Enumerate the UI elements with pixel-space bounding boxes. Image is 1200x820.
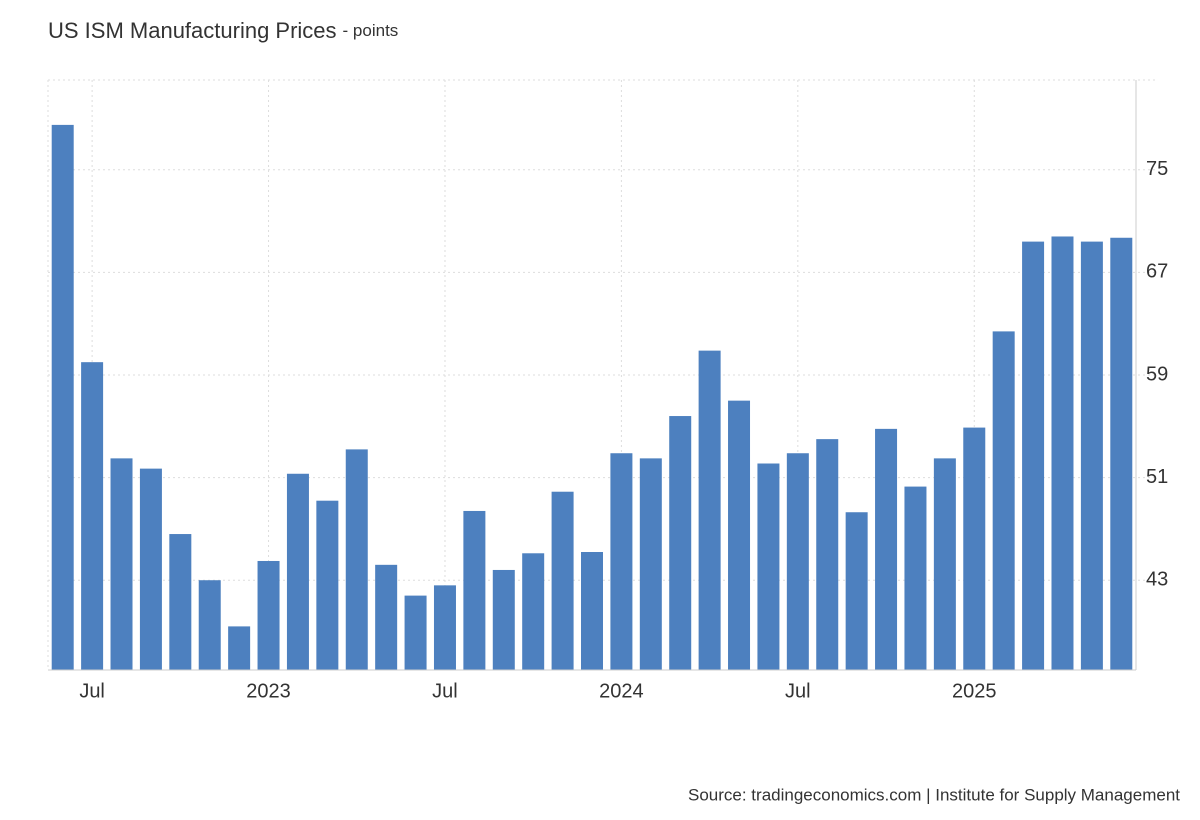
bar: [610, 453, 633, 670]
bar: [286, 473, 309, 670]
bar: [51, 124, 74, 671]
x-tick-label: 2023: [246, 680, 291, 702]
source: Source: tradingeconomics.com | Institute…: [688, 785, 1180, 804]
bar: [639, 458, 662, 670]
bar: [463, 510, 486, 670]
bar: [169, 534, 192, 670]
bar: [875, 428, 898, 670]
x-tick-label: Jul: [785, 680, 811, 702]
bar: [81, 362, 104, 670]
x-tick-label: Jul: [432, 680, 458, 702]
bar: [375, 564, 398, 670]
y-tick-label: 43: [1146, 568, 1168, 590]
bar: [1110, 237, 1133, 670]
y-tick-label: 75: [1146, 158, 1168, 180]
bar: [1051, 236, 1074, 670]
x-tick-label: Jul: [79, 680, 105, 702]
y-tick-label: 59: [1146, 363, 1168, 385]
bar: [728, 400, 751, 670]
bar: [816, 439, 839, 670]
title: US ISM Manufacturing Prices: [48, 18, 337, 43]
subtitle: - points: [343, 21, 399, 40]
bar: [669, 416, 692, 670]
bar: [257, 560, 280, 670]
y-tick-label: 51: [1146, 466, 1168, 488]
bar: [522, 553, 545, 670]
bar: [992, 331, 1015, 670]
bar: [433, 585, 456, 670]
bar: [963, 427, 986, 670]
bar: [904, 486, 927, 670]
bar: [933, 458, 956, 670]
y-tick-label: 67: [1146, 261, 1168, 283]
bar: [198, 580, 221, 670]
bar: [492, 569, 515, 670]
bar: [110, 458, 133, 670]
bar: [1022, 241, 1045, 670]
bar: [316, 500, 339, 670]
bar: [404, 595, 427, 670]
bar: [698, 350, 721, 670]
x-tick-label: 2025: [952, 680, 997, 702]
x-tick-label: 2024: [599, 680, 644, 702]
chart-title: US ISM Manufacturing Prices - points: [48, 18, 398, 43]
bar: [139, 468, 162, 670]
bar: [845, 512, 868, 670]
bar: [551, 491, 574, 670]
bar: [1080, 241, 1103, 670]
bar: [345, 449, 368, 670]
bar: [757, 463, 780, 670]
bar: [581, 552, 603, 670]
bar: [786, 453, 809, 670]
bar: [228, 626, 251, 670]
